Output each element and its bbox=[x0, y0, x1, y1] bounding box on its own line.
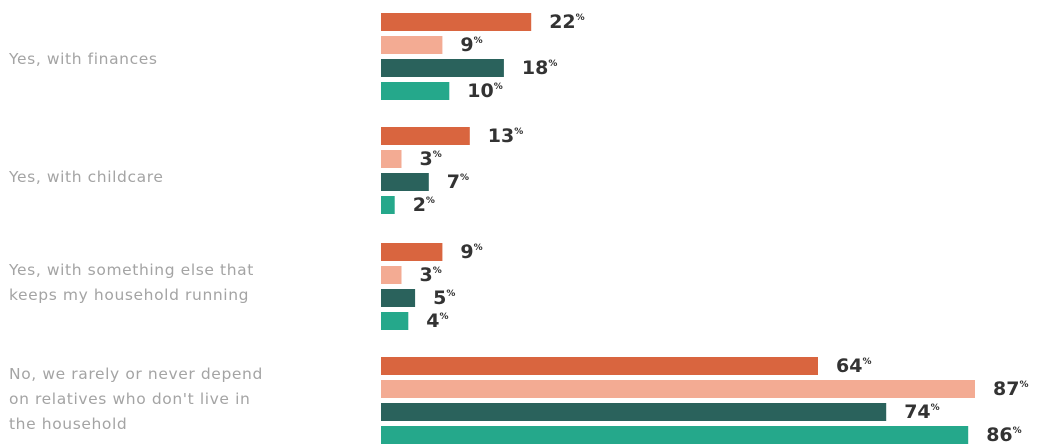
bar-value-unit: % bbox=[474, 36, 483, 46]
bar-value-number: 74 bbox=[904, 401, 930, 423]
category-label: Yes, with something else that keeps my ho… bbox=[9, 258, 339, 308]
bar-value-unit: % bbox=[576, 13, 585, 23]
category-label-line: on relatives who don't live in bbox=[9, 390, 251, 408]
bar-value-unit: % bbox=[426, 196, 435, 206]
bar-value-number: 10 bbox=[467, 80, 493, 102]
bar bbox=[381, 59, 504, 77]
bar-value-label: 13% bbox=[488, 125, 523, 147]
bar bbox=[381, 173, 429, 191]
bar-value-unit: % bbox=[1013, 426, 1022, 436]
bar bbox=[381, 13, 532, 31]
category-label-line: No, we rarely or never depend bbox=[9, 365, 263, 383]
bar-value-label: 3% bbox=[420, 148, 442, 170]
bar bbox=[381, 196, 395, 214]
bar-value-unit: % bbox=[862, 357, 871, 367]
bar-value-number: 64 bbox=[836, 355, 862, 377]
bar-value-number: 18 bbox=[522, 57, 548, 79]
category-label-line: Yes, with something else that bbox=[9, 261, 254, 279]
bar-value-label: 87% bbox=[993, 378, 1028, 400]
bar-value-number: 5 bbox=[433, 287, 446, 309]
bar-value-unit: % bbox=[931, 403, 940, 413]
bar-value-label: 5% bbox=[433, 287, 455, 309]
bar-value-label: 7% bbox=[447, 171, 469, 193]
bar-value-label: 86% bbox=[986, 424, 1021, 445]
bar-value-label: 64% bbox=[836, 355, 871, 377]
bar-value-label: 2% bbox=[413, 194, 435, 216]
bar-value-unit: % bbox=[440, 312, 449, 322]
bar bbox=[381, 380, 975, 398]
bar-value-unit: % bbox=[433, 266, 442, 276]
bar bbox=[381, 127, 470, 145]
bar-value-number: 9 bbox=[460, 34, 473, 56]
category-label: Yes, with childcare bbox=[9, 165, 339, 190]
bar-value-unit: % bbox=[494, 82, 503, 92]
bar-value-label: 4% bbox=[426, 310, 448, 332]
bar-value-label: 10% bbox=[467, 80, 502, 102]
bar-value-label: 18% bbox=[522, 57, 557, 79]
bar-value-number: 87 bbox=[993, 378, 1019, 400]
bar bbox=[381, 150, 402, 168]
bar bbox=[381, 243, 443, 261]
bar-value-number: 3 bbox=[420, 148, 433, 170]
bar-value-number: 3 bbox=[420, 264, 433, 286]
bar-value-label: 74% bbox=[904, 401, 939, 423]
category-label-line: keeps my household running bbox=[9, 286, 250, 304]
bar-value-label: 3% bbox=[420, 264, 442, 286]
bar bbox=[381, 266, 402, 284]
bar bbox=[381, 403, 887, 421]
bar-value-number: 22 bbox=[549, 11, 575, 33]
bar bbox=[381, 312, 409, 330]
bar-value-unit: % bbox=[548, 59, 557, 69]
category-label-line: the household bbox=[9, 415, 128, 433]
bar-value-unit: % bbox=[433, 150, 442, 160]
bar-value-number: 13 bbox=[488, 125, 514, 147]
bar-value-unit: % bbox=[446, 289, 455, 299]
category-label: Yes, with finances bbox=[9, 47, 339, 72]
bar-value-label: 9% bbox=[460, 34, 482, 56]
bar bbox=[381, 82, 450, 100]
bar-value-label: 22% bbox=[549, 11, 584, 33]
bar-value-unit: % bbox=[474, 243, 483, 253]
category-label: No, we rarely or never depend on relative… bbox=[9, 362, 339, 437]
bar-value-number: 7 bbox=[447, 171, 460, 193]
bar bbox=[381, 36, 443, 54]
bar-value-unit: % bbox=[1019, 380, 1028, 390]
bar-value-number: 2 bbox=[413, 194, 426, 216]
bar-value-number: 86 bbox=[986, 424, 1012, 445]
bar bbox=[381, 426, 969, 444]
bar bbox=[381, 289, 416, 307]
bar-value-unit: % bbox=[514, 127, 523, 137]
category-label-line: Yes, with finances bbox=[9, 50, 158, 68]
category-label-line: Yes, with childcare bbox=[9, 168, 164, 186]
bar-value-label: 9% bbox=[460, 241, 482, 263]
bar-value-unit: % bbox=[460, 173, 469, 183]
bar bbox=[381, 357, 818, 375]
bar-value-number: 9 bbox=[460, 241, 473, 263]
bar-value-number: 4 bbox=[426, 310, 439, 332]
